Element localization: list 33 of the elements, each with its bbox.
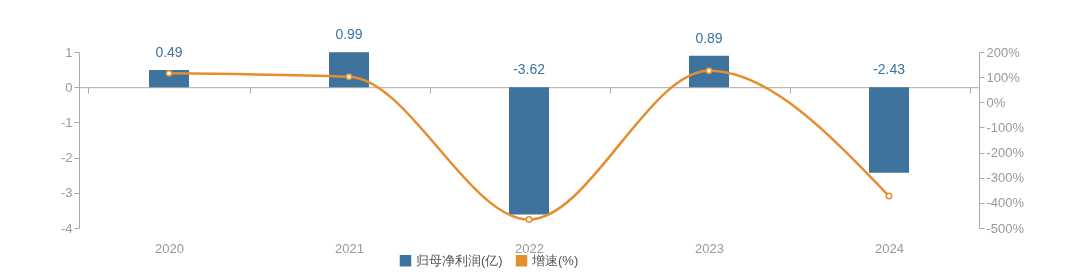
y2-tick-label: 0% [986, 94, 1006, 110]
legend-label: 增速(%) [531, 252, 579, 268]
data-label: -2.43 [873, 61, 906, 78]
x-tick-label: 2024 [875, 240, 904, 256]
y-tick-label: -1 [60, 114, 73, 130]
y-tick-label: 1 [65, 44, 73, 60]
y2-tick-label: -400% [986, 195, 1025, 211]
y-tick-label: -3 [60, 185, 73, 201]
data-label: 0.99 [335, 26, 363, 43]
bar [329, 52, 369, 88]
point [345, 73, 353, 81]
point [165, 69, 173, 77]
y2-tick-label: -500% [986, 220, 1025, 236]
point [525, 215, 533, 223]
y-tick-label: -2 [60, 150, 73, 166]
x-tick-label: 2023 [695, 240, 724, 256]
y2-tick-label: 200% [986, 44, 1021, 60]
data-label: 0.49 [155, 43, 183, 60]
bar [509, 87, 549, 215]
bar [869, 87, 909, 173]
data-label: -3.62 [513, 61, 546, 78]
point [705, 67, 713, 75]
y-tick-label: -4 [60, 220, 73, 236]
legend-label: 归母净利润(亿) [416, 252, 503, 268]
y2-tick-label: 100% [986, 69, 1021, 85]
data-label: 0.89 [695, 29, 723, 46]
y2-tick-label: -300% [986, 170, 1025, 186]
y-tick-label: 0 [65, 79, 73, 95]
y2-tick-label: -200% [986, 145, 1025, 161]
x-tick-label: 2020 [155, 240, 184, 256]
y2-tick-label: -100% [986, 119, 1025, 135]
point [885, 192, 893, 200]
x-tick-label: 2021 [335, 240, 364, 256]
